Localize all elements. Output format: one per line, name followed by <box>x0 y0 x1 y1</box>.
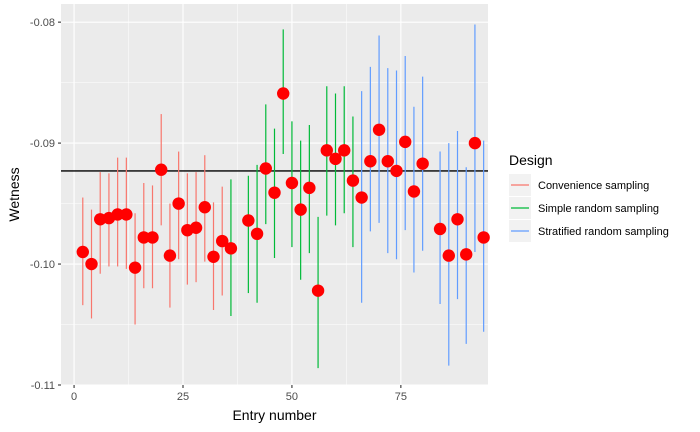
data-point <box>111 208 124 221</box>
data-point <box>163 249 177 262</box>
data-point <box>189 221 203 234</box>
data-point <box>76 245 89 259</box>
data-point <box>224 242 238 255</box>
data-points <box>76 87 490 297</box>
data-point <box>390 164 403 178</box>
x-axis-title: Entry number <box>232 407 316 423</box>
data-point <box>128 261 142 274</box>
x-tick-label: 50 <box>286 391 298 403</box>
data-point <box>120 208 133 221</box>
legend: Design Convenience sampling Simple rando… <box>509 152 669 242</box>
data-point <box>329 152 342 166</box>
x-tick-label: 25 <box>177 391 189 403</box>
legend-label-stratified: Stratified random sampling <box>538 226 669 238</box>
y-axis-ticks: -0.11 -0.10 -0.09 -0.08 <box>30 17 61 392</box>
data-point <box>372 123 386 136</box>
data-point <box>346 174 360 187</box>
data-point <box>433 222 447 236</box>
data-point <box>250 227 264 241</box>
data-point <box>137 231 150 244</box>
data-point <box>85 257 98 271</box>
data-point <box>198 201 211 214</box>
legend-title: Design <box>509 152 553 168</box>
legend-item-simple-random: Simple random sampling <box>509 197 659 219</box>
data-point <box>381 155 394 168</box>
data-point <box>451 213 464 226</box>
data-point <box>155 163 168 176</box>
y-axis-title: Wetness <box>6 167 22 221</box>
data-point <box>242 214 255 227</box>
y-tick-label: -0.11 <box>31 380 55 392</box>
data-point <box>320 144 333 157</box>
grid-minor <box>61 4 488 385</box>
legend-item-convenience: Convenience sampling <box>509 174 649 196</box>
data-point <box>460 248 473 261</box>
x-tick-label: 0 <box>71 391 77 403</box>
y-tick-label: -0.10 <box>30 259 55 271</box>
y-tick-label: -0.09 <box>30 138 55 150</box>
data-point <box>468 136 482 150</box>
data-point <box>259 162 272 175</box>
x-axis-ticks: 0 25 50 75 <box>71 385 407 403</box>
data-point <box>442 249 455 262</box>
data-point <box>277 87 290 100</box>
data-point <box>311 284 325 297</box>
legend-item-stratified: Stratified random sampling <box>509 220 669 242</box>
data-point <box>172 197 185 210</box>
legend-label-convenience: Convenience sampling <box>538 180 649 192</box>
data-point <box>146 231 159 244</box>
x-tick-label: 75 <box>395 391 407 403</box>
legend-label-simple-random: Simple random sampling <box>538 203 659 215</box>
data-point <box>207 250 220 263</box>
y-tick-label: -0.08 <box>30 17 55 29</box>
data-point <box>216 234 229 248</box>
data-point <box>477 231 490 244</box>
data-point <box>355 191 368 204</box>
data-point <box>416 157 429 170</box>
grid-major <box>61 4 488 386</box>
data-point <box>303 181 316 195</box>
data-point <box>285 176 299 190</box>
data-point <box>294 203 307 216</box>
data-point <box>407 185 421 198</box>
data-point <box>268 186 281 199</box>
data-point <box>399 135 412 149</box>
data-point <box>364 155 377 168</box>
data-point <box>338 144 351 157</box>
